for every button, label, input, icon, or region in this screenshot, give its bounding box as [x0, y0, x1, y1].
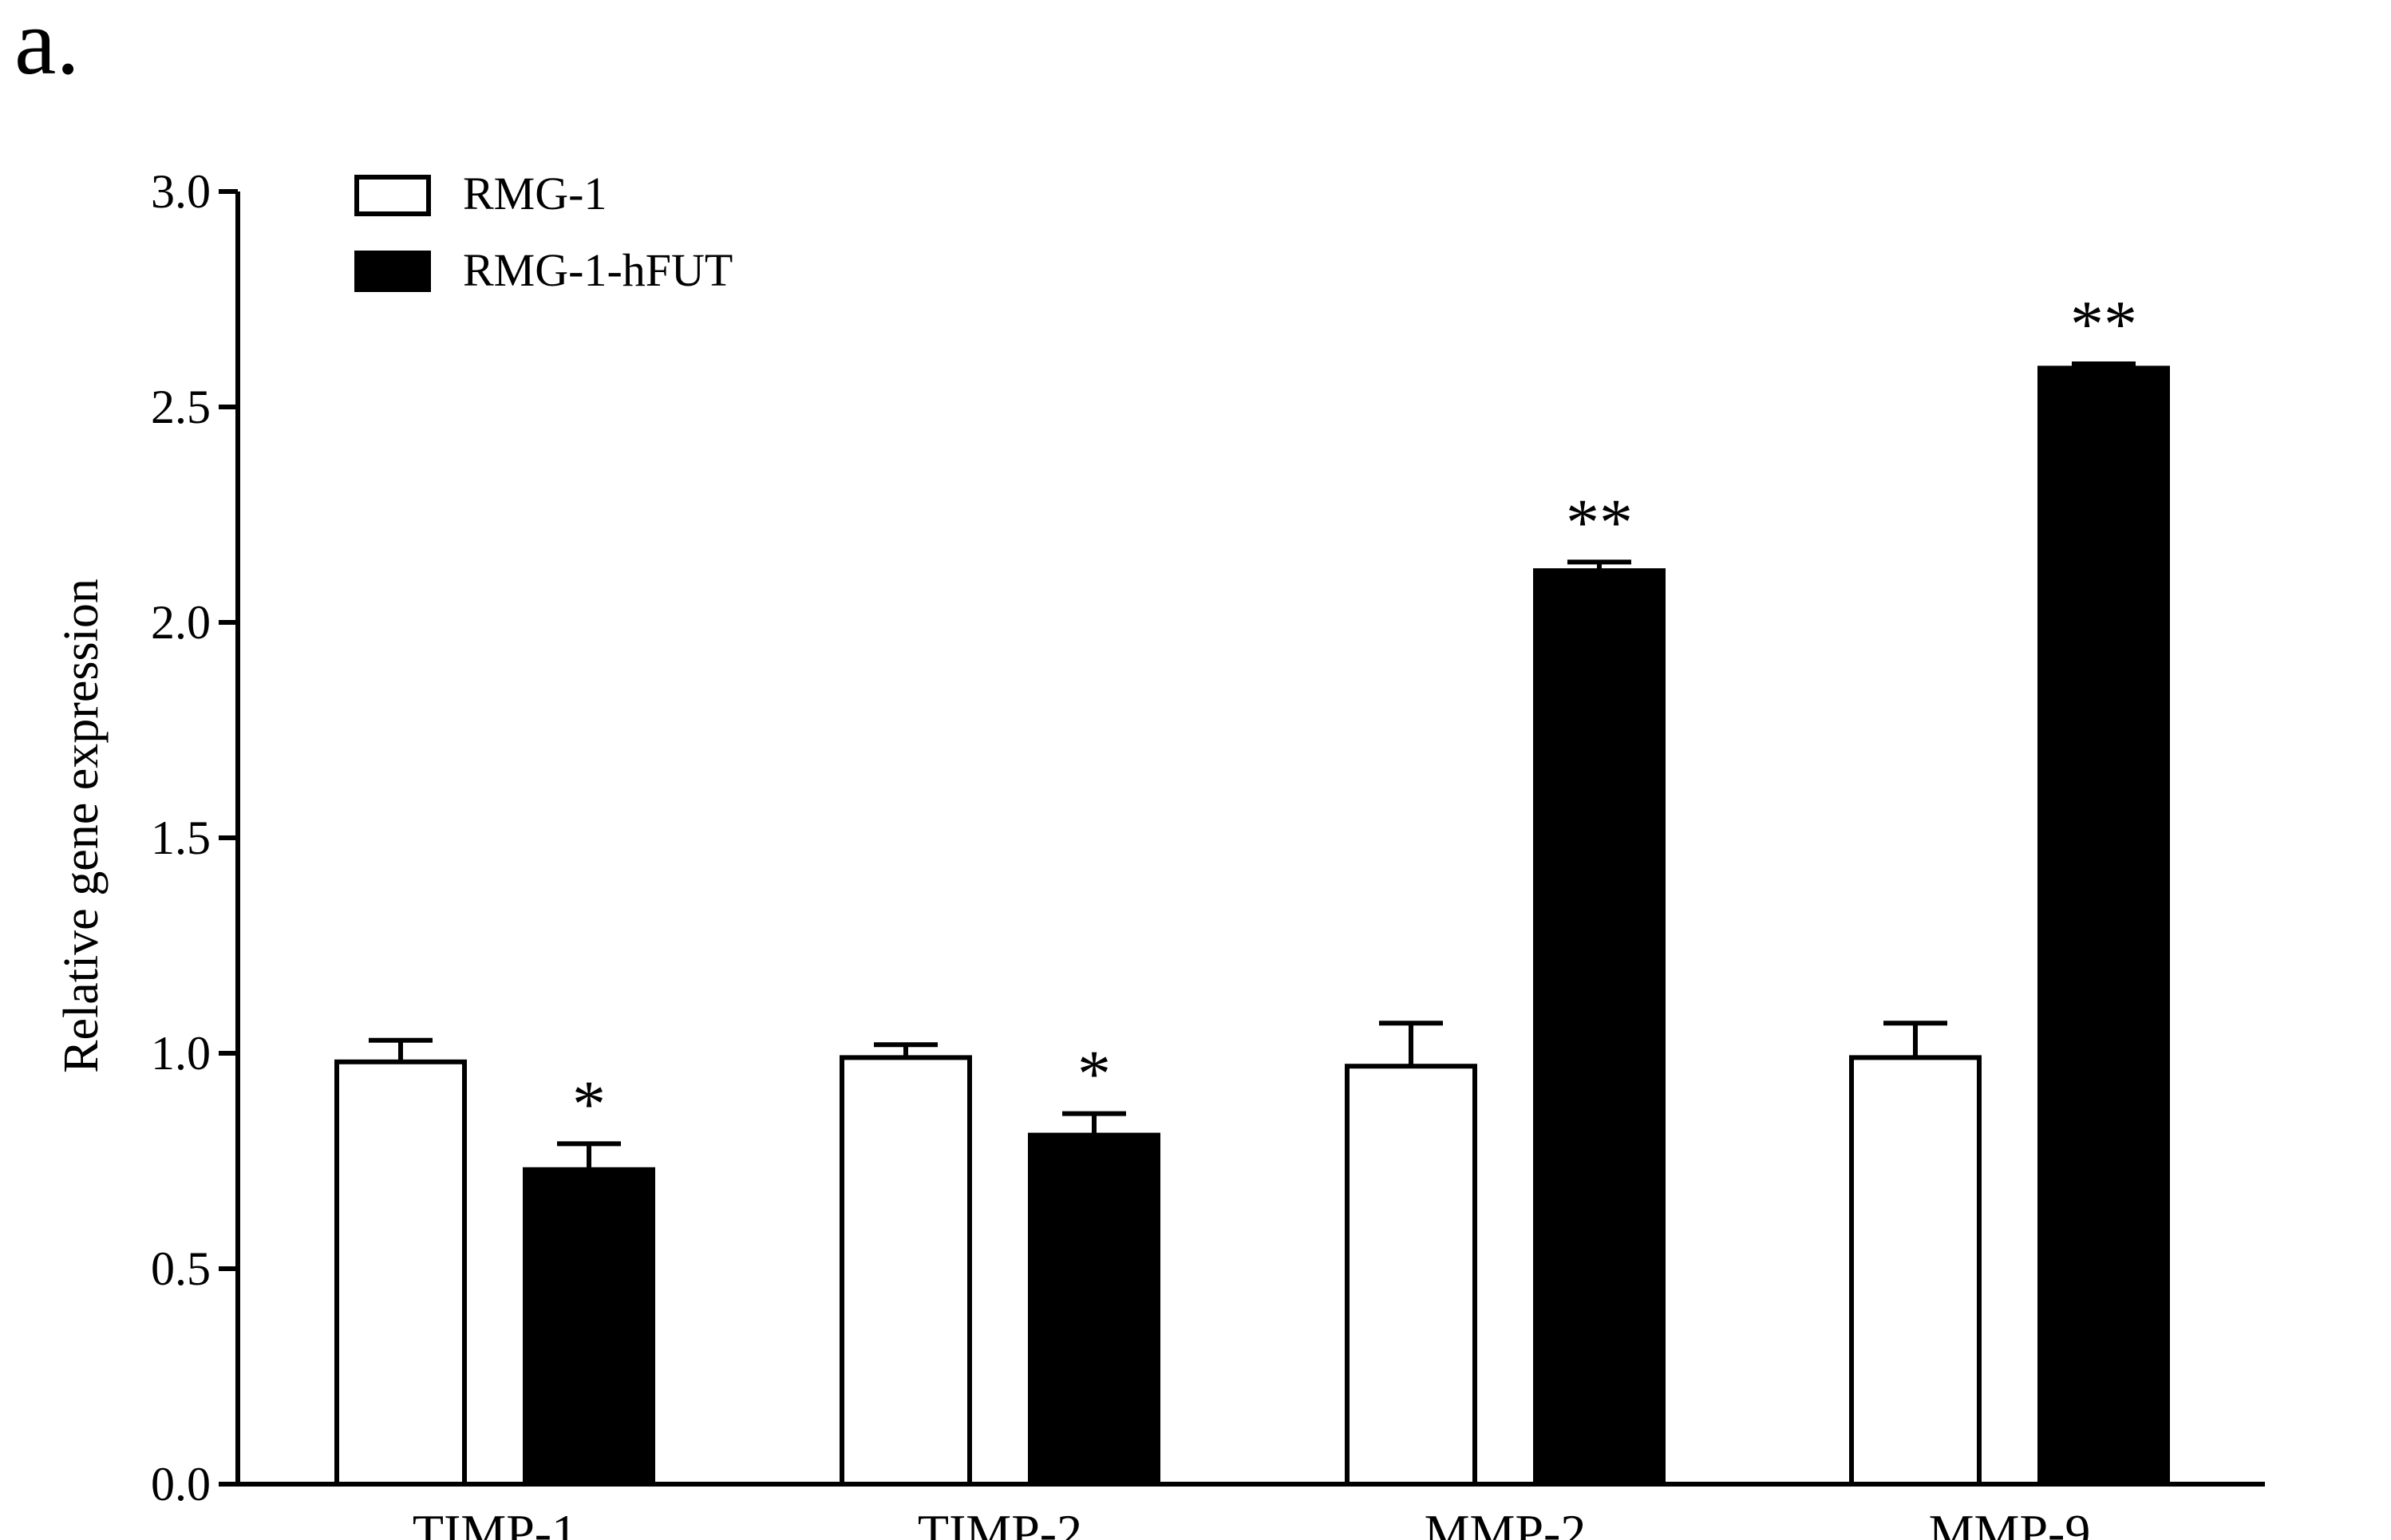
bars	[334, 365, 2170, 1487]
y-axis-ticks: 0.0 0.5 1.0 1.5 2.0 2.5 3.0	[151, 165, 238, 1510]
legend-label-rmg-1: RMG-1	[463, 168, 607, 219]
significance-rmg-1-hfut-mmp-2: **	[1566, 485, 1633, 559]
bar-rmg-1-hfut-timp-2	[1028, 1132, 1160, 1487]
panel-label: a.	[14, 0, 80, 94]
x-label-timp-2: TIMP-2	[918, 1504, 1082, 1540]
y-tick-label-2.5: 2.5	[151, 381, 211, 433]
x-label-mmp-2: MMP-2	[1425, 1504, 1587, 1540]
bar-rmg-1-mmp-9	[1849, 1055, 1982, 1487]
y-tick-label-2.0: 2.0	[151, 596, 211, 649]
y-axis-title: Relative gene expression	[54, 578, 109, 1073]
x-label-timp-1: TIMP-1	[413, 1504, 577, 1540]
legend-swatch-rmg-1	[354, 175, 431, 216]
legend-swatch-rmg-1-hfut	[354, 251, 431, 292]
legend-label-rmg-1-hfut: RMG-1-hFUT	[463, 244, 733, 296]
error-bars	[369, 361, 2136, 1170]
bar-rmg-1-hfut-timp-1	[523, 1167, 655, 1487]
significance-rmg-1-hfut-timp-1: *	[572, 1067, 606, 1141]
significance-labels: * *****	[572, 287, 2137, 1141]
bar-rmg-1-hfut-mmp-2	[1533, 568, 1666, 1487]
y-tick-label-0.5: 0.5	[151, 1242, 211, 1295]
significance-rmg-1-hfut-timp-2: *	[1077, 1037, 1111, 1112]
significance-rmg-1-hfut-mmp-9: **	[2070, 287, 2137, 361]
bar-rmg-1-timp-1	[334, 1059, 467, 1487]
y-tick-label-0.0: 0.0	[151, 1458, 211, 1510]
bar-rmg-1-mmp-2	[1345, 1064, 1477, 1487]
bar-rmg-1-hfut-mmp-9	[2037, 365, 2170, 1487]
x-axis-labels: TIMP-1 TIMP-2 MMP-2 MMP-9	[413, 1504, 2090, 1540]
y-tick-label-3.0: 3.0	[151, 165, 211, 218]
x-label-mmp-9: MMP-9	[1929, 1504, 2091, 1540]
y-tick-label-1.5: 1.5	[151, 811, 211, 864]
y-tick-label-1.0: 1.0	[151, 1027, 211, 1080]
legend: RMG-1 RMG-1-hFUT	[354, 168, 733, 296]
bar-rmg-1-timp-2	[840, 1055, 972, 1487]
